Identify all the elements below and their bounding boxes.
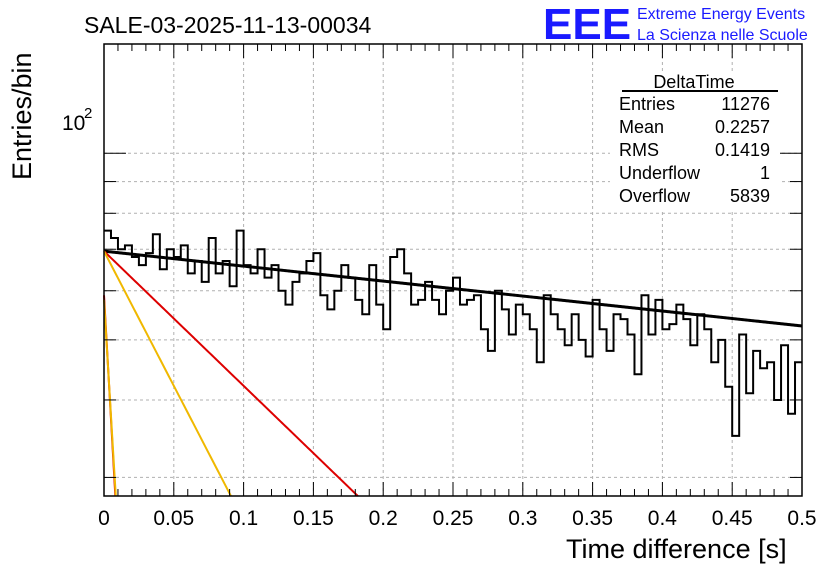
- y-axis-title: Entries/bin: [7, 52, 37, 180]
- x-tick-label: 0.15: [293, 507, 334, 530]
- stats-value-entries: 11276: [721, 94, 770, 114]
- stats-box-background: [610, 74, 780, 210]
- stats-value-underflow: 1: [760, 163, 770, 183]
- x-tick-label: 0.35: [572, 507, 613, 530]
- fit-curve-total-fit: [103, 249, 803, 328]
- x-tick-label: 0.5: [787, 507, 816, 530]
- eee-logo-line2: La Scienza nelle Scuole: [637, 27, 808, 44]
- axis-ticks: [103, 44, 803, 496]
- stats-value-overflow: 5839: [730, 186, 770, 206]
- stats-label-rms: RMS: [619, 140, 659, 160]
- stats-label-entries: Entries: [619, 94, 675, 114]
- x-tick-label: 0.3: [508, 507, 537, 530]
- x-tick-label: 0.25: [433, 507, 474, 530]
- fit-curve-decay-steep-yellow: [103, 299, 117, 497]
- y-tick-label-base: 10: [62, 112, 85, 135]
- y-tick-label-exponent: 2: [84, 105, 92, 122]
- fit-curves: [103, 249, 803, 497]
- stats-name: DeltaTime: [653, 72, 734, 92]
- stats-value-mean: 0.2257: [715, 117, 770, 137]
- stats-label-underflow: Underflow: [619, 163, 701, 183]
- histogram-outline: [104, 229, 802, 437]
- x-tick-label: 0.45: [712, 507, 753, 530]
- x-axis-title: Time difference [s]: [566, 534, 787, 564]
- fit-curve-decay-fast: [103, 250, 359, 497]
- eee-logo: EEE Extreme Energy Events La Scienza nel…: [543, 0, 808, 49]
- stats-box: DeltaTime Entries 11276 Mean 0.2257 RMS …: [610, 72, 780, 210]
- stats-label-mean: Mean: [619, 117, 664, 137]
- stats-label-overflow: Overflow: [619, 186, 691, 206]
- x-tick-label: 0.2: [369, 507, 398, 530]
- y-tick-label-100: 10 2: [62, 105, 92, 135]
- histogram-bars: [104, 229, 802, 437]
- x-tick-label: 0: [98, 507, 110, 530]
- eee-logo-line1: Extreme Energy Events: [637, 6, 805, 23]
- chart-title: SALE-03-2025-11-13-00034: [84, 12, 371, 38]
- x-tick-label: 0.05: [153, 507, 194, 530]
- x-tick-label: 0.4: [648, 507, 678, 530]
- stats-value-rms: 0.1419: [715, 140, 770, 160]
- eee-logo-text: EEE: [543, 0, 631, 49]
- fit-curve-decay-medium: [103, 250, 232, 497]
- x-tick-label: 0.1: [229, 507, 258, 530]
